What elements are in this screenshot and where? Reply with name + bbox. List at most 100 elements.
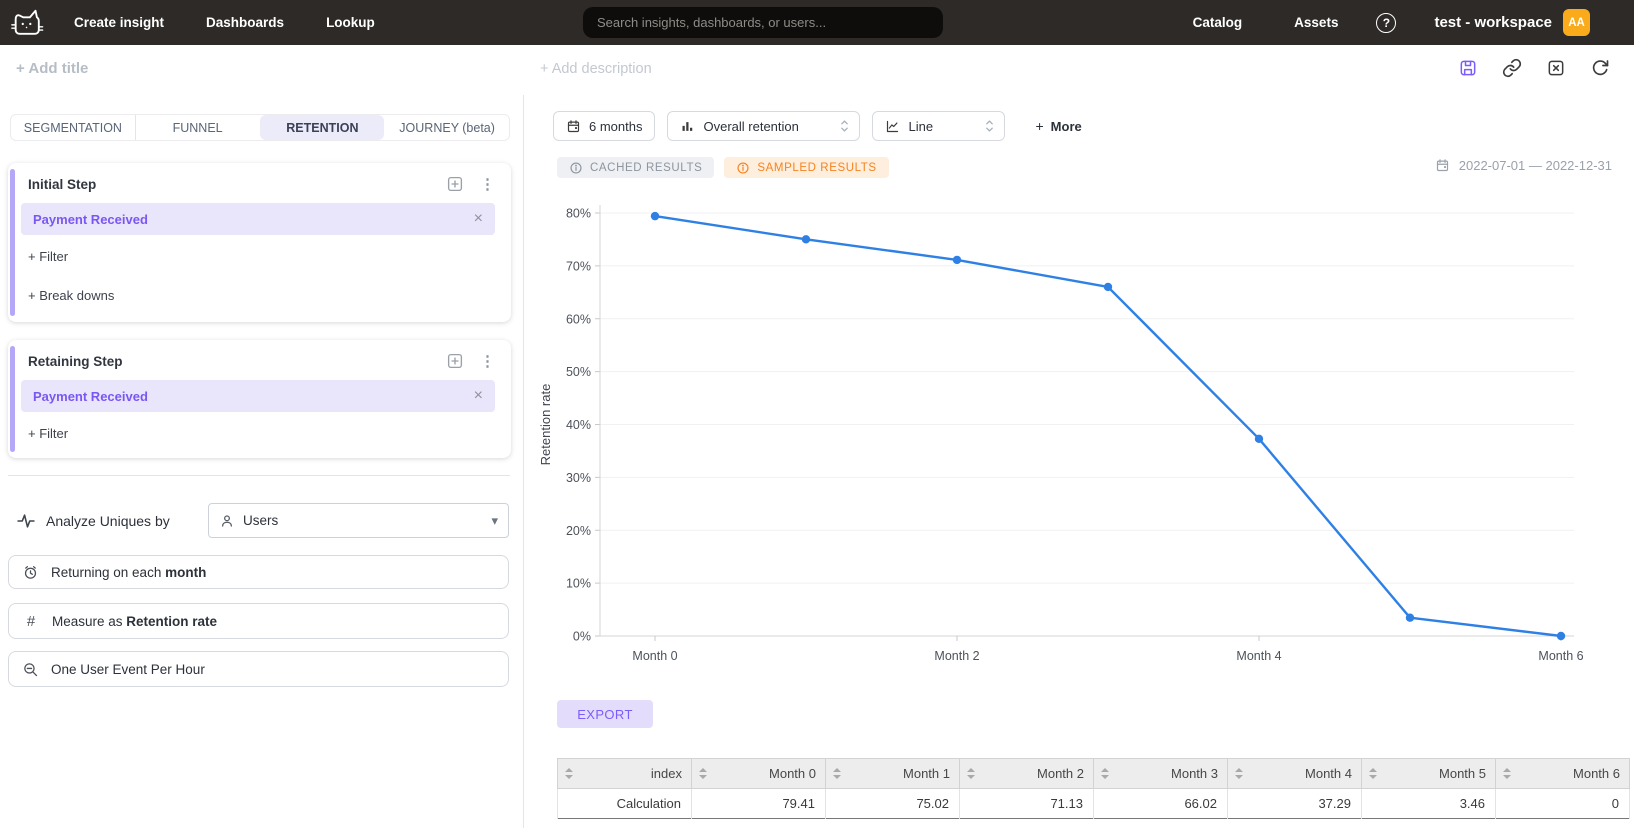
info-icon (737, 161, 749, 174)
calendar-icon (1435, 158, 1450, 173)
column-header[interactable]: Month 4 (1227, 758, 1362, 789)
sort-icon[interactable] (1101, 768, 1109, 779)
more-options-button[interactable]: + More (1035, 118, 1082, 134)
sort-icon[interactable] (833, 768, 841, 779)
select-chevrons-icon (838, 118, 851, 134)
metric-select[interactable]: Overall retention (667, 111, 861, 141)
chart-toolbar: 6 months Overall retention (553, 111, 1082, 141)
search-input[interactable] (583, 15, 943, 30)
tab-funnel[interactable]: FUNNEL (134, 115, 260, 140)
initial-step-event[interactable]: Payment Received × (21, 203, 495, 235)
select-chevrons-icon (983, 118, 996, 134)
tab-journey[interactable]: JOURNEY (beta) (399, 120, 495, 135)
column-header[interactable]: Month 0 (691, 758, 826, 789)
column-label: Month 3 (1171, 766, 1218, 781)
metric-value: Overall retention (703, 118, 799, 134)
add-title-button[interactable]: + Add title (16, 60, 89, 77)
column-label: Month 2 (1037, 766, 1084, 781)
initial-step-card: Initial Step ⋮ Payment Received × + Filt… (8, 163, 511, 322)
results-table: index Month 0 Month 1 Month 2 Month 3 Month 4… (557, 758, 1630, 819)
cached-results-badge: CACHED RESULTS (557, 157, 715, 178)
returning-interval-label: Returning on each month (51, 564, 207, 580)
column-header[interactable]: Month 5 (1361, 758, 1496, 789)
analyze-entity-select[interactable]: Users ▾ (208, 503, 509, 538)
svg-text:80%: 80% (566, 207, 591, 221)
chart-type-select[interactable]: Line (872, 111, 1006, 141)
svg-text:Month 4: Month 4 (1236, 649, 1281, 663)
column-label: Month 6 (1573, 766, 1620, 781)
add-filter-button[interactable]: + Filter (28, 426, 69, 441)
step-menu-icon[interactable]: ⋮ (480, 175, 495, 193)
svg-text:Month 2: Month 2 (934, 649, 979, 663)
remove-event-icon[interactable]: × (473, 210, 483, 227)
svg-text:10%: 10% (566, 577, 591, 591)
add-filter-button[interactable]: + Filter (28, 249, 69, 264)
returning-interval-button[interactable]: Returning on each month (8, 555, 509, 589)
nav-lookup[interactable]: Lookup (326, 15, 375, 30)
top-nav: Create insight Dashboards Lookup Catalog… (0, 0, 1634, 45)
table-cell: 3.46 (1361, 788, 1496, 819)
retention-line-chart: 0% 10% 20% 30% 40% 50% 60% 70% 80% Month 0 Month 2… (534, 195, 1624, 675)
svg-text:20%: 20% (566, 524, 591, 538)
date-range-text: 2022-07-01 — 2022-12-31 (1458, 158, 1612, 173)
results-area: 6 months Overall retention (524, 95, 1634, 828)
column-header[interactable]: Month 6 (1495, 758, 1630, 789)
tab-retention[interactable]: RETENTION (259, 115, 385, 140)
sort-icon[interactable] (1503, 768, 1511, 779)
event-label: Payment Received (33, 211, 148, 227)
column-header[interactable]: Month 3 (1093, 758, 1228, 789)
save-icon[interactable] (1458, 58, 1478, 78)
analyze-uniques-row: Analyze Uniques by Users ▾ (8, 503, 511, 538)
export-button[interactable]: EXPORT (557, 700, 653, 728)
chart-canvas: 0% 10% 20% 30% 40% 50% 60% 70% 80% Month 0 Month 2… (538, 205, 1584, 663)
info-icon (570, 161, 582, 174)
svg-text:60%: 60% (566, 312, 591, 326)
svg-text:50%: 50% (566, 365, 591, 379)
share-link-icon[interactable] (1502, 58, 1522, 78)
global-search (583, 7, 943, 38)
sort-icon[interactable] (699, 768, 707, 779)
tab-segmentation[interactable]: SEGMENTATION (23, 120, 122, 135)
results-status-badges: CACHED RESULTS SAMPLED RESULTS (557, 157, 889, 178)
help-icon[interactable]: ? (1376, 12, 1397, 33)
nav-catalog[interactable]: Catalog (1192, 15, 1243, 30)
column-header[interactable]: index (557, 758, 692, 789)
analyze-entity-value: Users (243, 513, 279, 528)
add-description-button[interactable]: + Add description (540, 61, 652, 77)
sort-icon[interactable] (967, 768, 975, 779)
nav-create-insight[interactable]: Create insight (74, 15, 165, 30)
user-icon (219, 513, 235, 529)
measure-as-button[interactable]: # Measure as Retention rate (8, 603, 509, 639)
nav-dashboards[interactable]: Dashboards (206, 15, 285, 30)
line-chart-icon (885, 119, 900, 134)
event-label: Payment Received (33, 388, 148, 404)
sampling-button[interactable]: One User Event Per Hour (8, 651, 509, 687)
column-header[interactable]: Month 2 (959, 758, 1094, 789)
sort-icon[interactable] (565, 768, 573, 779)
add-breakdown-button[interactable]: + Break downs (28, 288, 115, 303)
workspace-name[interactable]: test - workspace (1434, 14, 1552, 31)
clear-icon[interactable] (1546, 58, 1566, 78)
date-range-button[interactable]: 6 months (553, 111, 656, 141)
column-label: Month 1 (903, 766, 950, 781)
column-label: index (650, 766, 682, 781)
analyze-uniques-label: Analyze Uniques by (46, 512, 170, 529)
svg-text:30%: 30% (566, 471, 591, 485)
step-menu-icon[interactable]: ⋮ (480, 352, 495, 370)
app-logo-cat-icon[interactable] (10, 6, 44, 40)
user-avatar[interactable]: AA (1563, 9, 1590, 36)
retaining-step-event[interactable]: Payment Received × (21, 380, 495, 412)
insight-type-tabs: SEGMENTATION FUNNEL RETENTION JOURNEY (b… (10, 114, 510, 141)
plus-icon: + (1035, 118, 1044, 134)
pulse-icon (16, 511, 36, 531)
nav-assets[interactable]: Assets (1294, 15, 1339, 30)
add-step-icon[interactable] (446, 175, 464, 193)
refresh-icon[interactable] (1590, 58, 1610, 78)
column-header[interactable]: Month 1 (825, 758, 960, 789)
add-step-icon[interactable] (446, 352, 464, 370)
table-cell: 75.02 (825, 788, 960, 819)
remove-event-icon[interactable]: × (473, 387, 483, 404)
sort-icon[interactable] (1369, 768, 1377, 779)
sort-icon[interactable] (1235, 768, 1243, 779)
retaining-step-title: Retaining Step (28, 353, 123, 369)
